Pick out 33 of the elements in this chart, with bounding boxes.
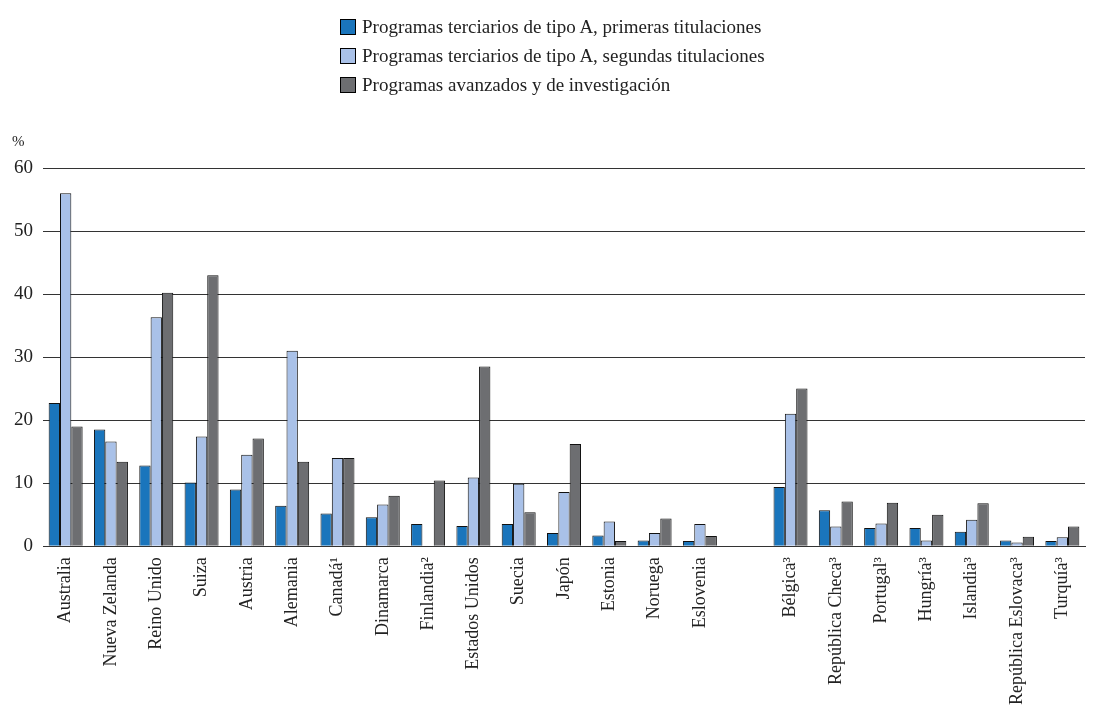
x-tick-label: Reino Unido: [145, 557, 165, 650]
legend-label: Programas terciarios de tipo A, primeras titulaciones: [362, 15, 762, 38]
x-tick-label: Suecia: [507, 557, 528, 606]
y-tick-label: 10: [14, 471, 33, 493]
x-tick-label: Eslovenia: [688, 557, 709, 629]
x-tick-label: Turquía³: [1051, 556, 1072, 619]
x-tick-label: Australia: [54, 557, 75, 624]
x-tick-label: Estados Unidos: [462, 557, 483, 670]
x-tick-label: Hungría³: [915, 556, 936, 622]
x-tick-label: Canadá¹: [326, 557, 347, 617]
x-tick-label: Bélgica³: [779, 556, 800, 618]
x-tick-label: Finlandia²: [416, 557, 437, 631]
x-tick-label: Portugal³: [869, 556, 890, 624]
y-tick-label: 0: [23, 534, 33, 556]
x-tick-label: Austria: [235, 557, 256, 611]
y-axis-title: %: [12, 133, 25, 150]
x-tick-label: Japón: [552, 557, 573, 600]
y-tick-label: 50: [14, 219, 33, 241]
x-tick-label: Islandia³: [960, 556, 981, 620]
x-tick-label: Nueva Zelanda: [99, 557, 120, 667]
y-tick-label: 40: [14, 282, 33, 304]
x-tick-label: República Checa³: [824, 556, 845, 686]
x-tick-label: Dinamarca: [371, 557, 392, 637]
x-tick-label: Estonia: [598, 557, 619, 612]
y-tick-label: 20: [14, 408, 33, 430]
y-tick-label: 30: [14, 345, 33, 367]
x-tick-label: República Eslovaca³: [1005, 556, 1026, 705]
legend-label: Programas terciarios de tipo A, segundas titulaciones: [362, 44, 765, 67]
legend-label: Programas avanzados y de investigación: [362, 73, 671, 96]
x-tick-label: Noruega: [643, 557, 664, 620]
x-tick-label: Alemania: [280, 557, 301, 628]
x-tick-label: Suiza: [190, 557, 211, 598]
y-tick-label: 60: [14, 155, 33, 177]
